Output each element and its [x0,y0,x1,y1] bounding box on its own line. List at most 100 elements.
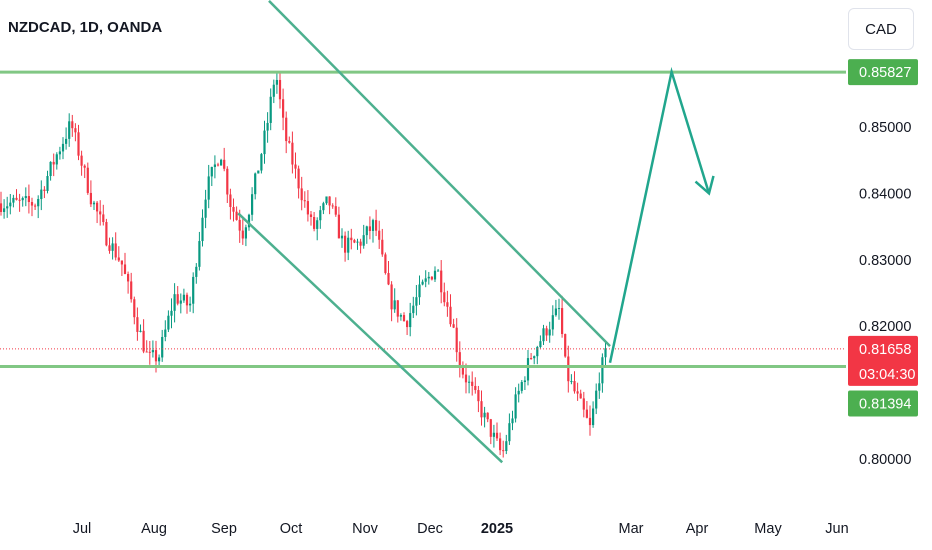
candle-body [340,235,344,239]
candle-body [173,294,176,311]
candle-body [269,96,272,123]
x-tick-label: Aug [141,521,167,537]
candle-body [446,302,449,307]
candle-body [300,188,303,201]
candle-body [421,281,424,285]
candle-body [604,348,607,358]
candle-body [486,412,489,420]
candle-body [229,194,232,207]
candle-body [303,200,306,202]
levels-layer [0,70,846,368]
candle-body [585,409,588,418]
candle-body [402,315,406,322]
candle-body [89,192,92,205]
candle-body [371,220,375,231]
candle-body [294,164,297,169]
candle-body [502,450,505,452]
x-tick-label: Nov [352,521,379,537]
candle-body [207,176,210,200]
candle-body [319,210,322,221]
candle-body [136,317,139,332]
candle-body [111,243,114,251]
candle-body [464,374,468,383]
candle-body [40,189,43,200]
candle-body [83,165,86,168]
candle-body [151,350,154,353]
y-tick-label: 0.84000 [859,186,911,202]
candle-body [582,398,585,410]
candle-body [579,393,582,399]
candle-body [43,189,46,191]
drawings-layer [237,0,715,464]
candle-body [455,327,458,353]
candle-body [105,222,108,246]
candle-body [192,276,195,304]
candle-body [368,226,371,231]
candle-body [598,383,601,391]
candle-body [176,294,179,304]
candle-body [536,347,539,357]
candle-body [474,385,477,391]
candle-body [387,273,390,285]
candle-body [533,356,536,359]
candle-body [424,278,427,282]
candle-body [316,220,319,229]
candle-body [440,270,443,293]
candle-body [272,84,275,97]
candle-body [288,141,291,143]
candle-body [108,245,111,251]
candle-body [557,308,561,310]
candle-body [195,266,198,277]
candle-body [337,214,340,239]
candle-body [588,417,592,426]
candle-body [396,300,399,317]
x-tick-label: Apr [686,521,709,537]
candle-body [179,300,182,304]
candle-body [260,154,263,171]
candle-body [96,202,99,212]
candle-body [37,199,40,207]
candle-body [390,284,393,310]
candle-body [350,237,353,241]
candle-body [142,330,145,352]
candle-body [0,203,3,212]
candle-body [15,197,18,200]
candle-body [554,308,557,316]
candle-body [185,294,189,306]
candle-body [24,196,27,199]
candle-body [257,170,260,174]
candle-body [309,214,313,218]
candle-body [133,299,136,318]
candle-body [480,401,483,418]
candle-body [365,226,368,236]
candle-body [359,241,362,246]
candle-body [46,176,49,191]
candle-body [495,432,499,439]
candle-body [505,441,508,451]
channel-upper-line [268,0,611,347]
candle-body [49,161,52,177]
x-tick-label: Jun [825,521,848,537]
candle-body [567,356,570,382]
candle-body [378,230,381,240]
candle-body [3,208,6,212]
candle-body [27,196,30,203]
candle-body [570,381,573,383]
candle-body [263,130,266,155]
candle-body [232,206,235,212]
candle-body [213,164,216,167]
candle-body [344,235,347,253]
candle-body [499,438,502,451]
candle-body [170,310,173,316]
candle-body [65,138,68,144]
currency-button[interactable]: CAD [848,8,914,50]
candle-body [564,334,567,357]
candle-body [102,214,105,223]
candle-body [139,330,142,332]
candle-body [477,390,480,402]
candle-body [306,201,309,215]
x-tick-label: Mar [619,521,644,537]
candle-body [542,328,545,342]
candle-body [492,432,495,437]
